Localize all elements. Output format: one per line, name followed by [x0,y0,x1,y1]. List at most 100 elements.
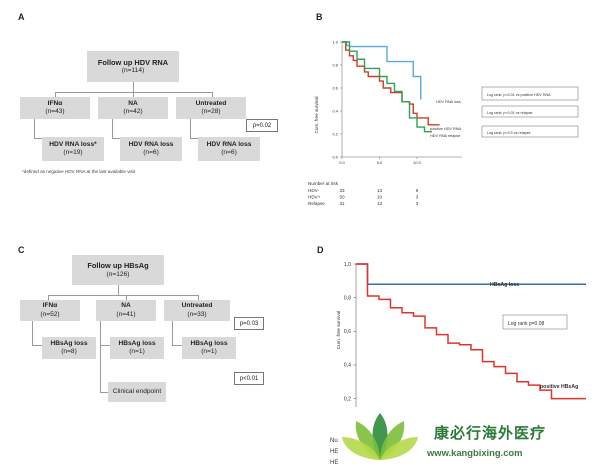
annotation-box [481,125,579,138]
series-line-1 [356,263,586,400]
y-tick-label: 0,6 [344,329,351,335]
flow-arm-n: (n=52) [40,310,60,318]
connector [100,321,101,392]
connector [126,295,127,300]
flow-arm-title: NA [121,302,131,310]
km-chart-b: 0.0 0.2 0.4 0.6 0.8 1.0 0.0 5.0 10.0 Cum. free s… [308,39,579,206]
risk-value: 50 [339,195,345,200]
y-tick-label: 1.0 [332,39,338,44]
connector [112,119,113,138]
y-tick-label: 0,8 [344,295,351,301]
annotation-text: Log rank p=0.08 [508,321,544,327]
flow-arm-n: (n=42) [123,108,143,115]
x-tick-label: 0.0 [339,160,345,165]
flow-outcome-n: (n=1) [201,348,217,355]
annotation-text: Log rank: p<0.01 vs relapse [487,111,533,115]
flow-arm-box: NA (n=42) [98,97,168,119]
lotus-leaf-icon [342,413,418,460]
connector [34,119,35,138]
y-tick-label: 1,0 [344,262,351,268]
annotation-text: Log rank: p<0.01 vs positive HDV RNA [487,93,551,97]
connector [190,119,191,138]
risk-row-label: HDV+ [308,195,321,200]
flow-arm-n: (n=41) [116,310,136,318]
flow-arm-title: Untreated [195,99,227,107]
flow-arm-n: (n=28) [201,108,221,115]
flow-outcome-title: HBsAg loss [190,339,228,347]
connector [133,82,134,92]
flow-arm-box: NA (n=41) [96,300,156,321]
series-line-1 [342,41,440,126]
risk-value: 3 [416,201,419,206]
flow-root-n: (n=126) [106,270,130,278]
x-tick-label: 10.0 [413,160,422,165]
risk-value: 31 [339,201,345,206]
y-tick-label: 0.8 [332,62,338,67]
panel-letter-d: D [317,245,324,255]
y-axis-label: Cum. free survival [314,96,319,133]
connector [32,345,42,346]
km-chart-d: 0,2 0,4 0,6 0,8 1,0 Cum. free survival HBsAg… [330,262,586,466]
flow-arm-title: Untreated [181,302,213,310]
risk-value: 13 [377,201,383,206]
flow-root-box: Follow up HDV RNA (n=114) [87,51,179,82]
y-tick-label: 0,2 [344,396,351,402]
annotation-box [481,86,579,101]
connector [100,392,108,393]
risk-row-label: HE [330,460,338,466]
watermark-url: www.kangbixing.com [427,447,523,458]
flow-arm-n: (n=43) [45,108,65,115]
annotation-box [481,105,579,118]
connector [133,92,134,97]
flow-outcome-box: HBsAg loss (n=1) [182,337,236,359]
risk-table-stub: Nu HE HE [330,438,338,466]
flow-arm-box: IFNα (n=52) [20,300,80,321]
risk-table-title: Number at risk [308,181,339,186]
connector [198,295,199,300]
y-axis-label: Cum. free survival [336,311,342,350]
flow-arm-title: NA [128,99,138,107]
flow-outcome-box: HDV RNA loss (n=6) [198,137,260,161]
series-label-relapse: HDV RNA relapse [430,134,460,138]
y-tick-label: 0.2 [332,131,338,136]
series-label-positive: positive HDV RNA [430,127,461,131]
series-label-hbsag-loss: HBsAg loss [490,282,519,288]
connector [172,345,182,346]
connector [34,138,42,139]
connector [212,92,213,97]
series-line-2 [342,41,432,133]
flow-outcome-title: HBsAg loss [50,339,88,347]
p-value-box: p=0.03 [234,317,264,330]
y-tick-label: 0.6 [332,85,338,90]
flow-root-box: Follow up HBsAg (n=126) [72,255,164,285]
flow-arm-box: Untreated (n=28) [176,97,246,119]
connector [100,345,110,346]
annotation-text: Log rank: p=0.5 vs relapse [487,131,531,135]
series-line-0 [342,41,422,100]
connector [172,321,173,345]
flow-outcome-box: HDV RNA loss (n=6) [120,137,182,161]
flow-outcome-title: HBsAg loss [118,339,156,347]
flow-outcome-box: HBsAg loss (n=8) [42,337,96,359]
flow-arm-title: IFNα [47,99,63,107]
risk-value: 33 [339,188,345,193]
flow-arm-box: IFNα (n=43) [20,97,90,119]
flow-outcome-box: HBsAg loss (n=1) [110,337,164,359]
risk-row-label: Nu [330,438,338,444]
flow-arm-n: (n=33) [187,310,207,318]
risk-row-label: Relapse [308,201,325,206]
y-tick-label: 0.0 [332,154,338,159]
flow-arm-title: IFNα [42,302,58,310]
flow-outcome-n: (n=6) [221,149,237,156]
clinical-endpoint-box: Clinical endpoint [108,382,166,402]
connector [118,285,119,295]
connector [112,138,120,139]
flow-root-n: (n=114) [121,67,145,74]
flow-outcome-box: HDV RNA loss* (n=19) [42,137,104,161]
series-line-0 [356,263,586,285]
panel-letter-b: B [316,12,323,22]
risk-value: 6 [416,188,419,193]
flow-root-title: Follow up HBsAg [87,261,149,271]
connector [55,92,56,97]
connector [48,295,49,300]
